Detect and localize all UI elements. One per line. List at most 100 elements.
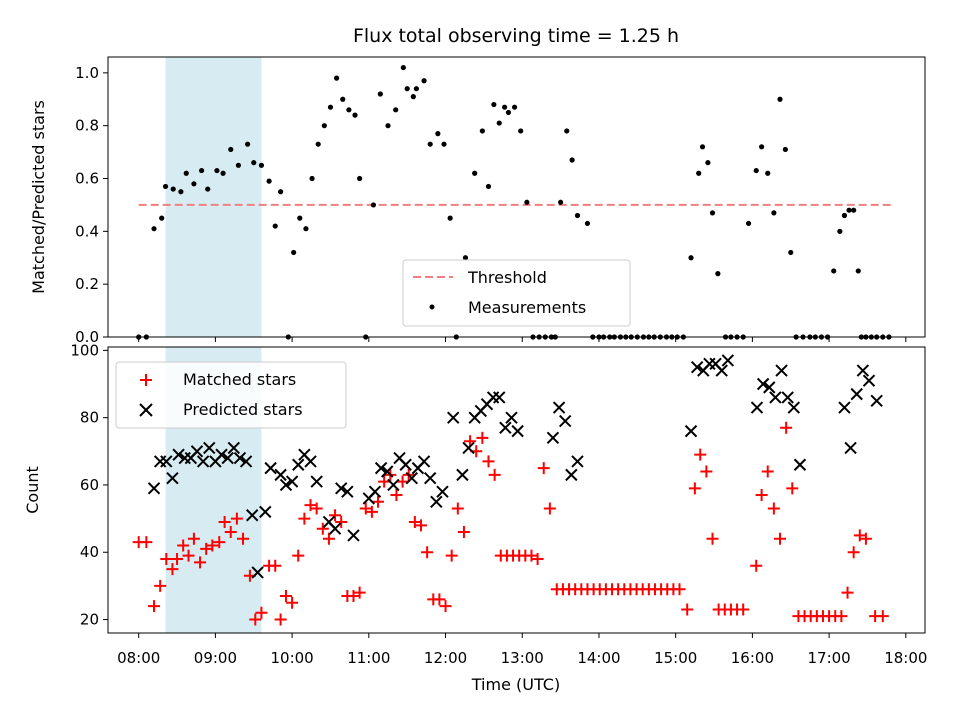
measurement-point	[377, 91, 383, 97]
predicted-point	[190, 445, 204, 458]
matched-point	[421, 546, 434, 559]
x-tick-label: 13:00	[501, 649, 544, 667]
predicted-point	[703, 357, 716, 371]
legend-matched-label: Matched stars	[183, 370, 296, 389]
ratio-y-tick-label: 0.6	[75, 170, 99, 188]
matched-point	[329, 509, 342, 522]
predicted-point	[215, 448, 228, 461]
matched-point	[408, 515, 421, 528]
measurement-point	[699, 144, 706, 150]
matched-point	[396, 475, 409, 488]
count-legend: Matched stars Predicted stars	[115, 361, 347, 429]
measurement-point	[162, 183, 169, 190]
ratio-y-tick-label: 0.8	[75, 117, 99, 135]
ratio-panel: 0.0 0.2 0.4 0.6 0.8 1.0 Matched/Predicted sta…	[29, 56, 926, 346]
measurement-point	[346, 107, 352, 113]
measurement-point	[309, 175, 315, 182]
measurement-point	[505, 109, 512, 116]
legend-measurements-swatch	[429, 304, 435, 310]
count-x-ticks: 08:00 09:00 10:00 11:00 12:00 13:00 14:00 15:00…	[117, 633, 927, 667]
measurement-point	[558, 199, 564, 205]
measurement-point	[777, 96, 783, 102]
matched-point	[298, 512, 311, 525]
matched-point	[140, 536, 153, 549]
predicted-point	[486, 391, 500, 404]
predicted-point	[775, 364, 788, 377]
legend-matched-swatch	[140, 374, 152, 386]
measurement-point	[198, 167, 205, 174]
measurement-point	[855, 268, 861, 274]
measurement-point	[771, 210, 777, 216]
predicted-point	[399, 458, 412, 471]
measurement-point	[170, 186, 176, 192]
predicted-point	[769, 391, 782, 404]
measurement-point	[321, 123, 327, 129]
predicted-point	[259, 505, 272, 519]
predicted-point	[347, 529, 360, 542]
matched-point	[525, 549, 538, 562]
count-legend-box	[115, 361, 347, 429]
measurement-point	[518, 128, 524, 134]
matched-point	[378, 475, 391, 488]
matched-point	[335, 515, 348, 528]
measurement-point	[441, 141, 447, 147]
predicted-point	[430, 495, 443, 508]
figure-title: Flux total observing time = 1.25 h	[353, 25, 679, 47]
matched-point	[767, 502, 780, 515]
measurement-point	[485, 183, 492, 190]
predicted-point	[335, 482, 348, 495]
measurement-point	[370, 202, 377, 208]
measurement-point	[782, 146, 788, 153]
ratio-axes-frame	[107, 56, 926, 338]
x-tick-label: 08:00	[117, 649, 160, 667]
matched-point	[537, 462, 550, 475]
matched-point	[304, 499, 317, 512]
measurement-point	[404, 86, 410, 92]
predicted-point	[417, 455, 431, 468]
measurement-point	[574, 212, 581, 219]
predicted-point	[405, 472, 418, 485]
matched-point	[543, 502, 556, 515]
predicted-point	[166, 472, 179, 485]
count-y-axis-label: Count	[23, 466, 42, 514]
measurement-point	[705, 160, 711, 166]
measurement-point	[688, 255, 694, 261]
matched-point	[200, 542, 213, 555]
predicted-point	[239, 455, 253, 468]
predicted-point	[341, 485, 354, 498]
matched-point	[365, 505, 378, 518]
matched-point	[786, 482, 799, 495]
matched-point	[482, 455, 495, 468]
x-tick-label: 10:00	[270, 649, 313, 667]
predicted-point	[251, 566, 264, 579]
predicted-point	[756, 377, 770, 391]
measurement-point	[421, 78, 427, 84]
legend-predicted-swatch	[139, 403, 153, 417]
predicted-point	[274, 468, 287, 482]
measurement-point	[462, 255, 469, 261]
matched-point	[249, 613, 262, 626]
matched-point	[237, 532, 250, 545]
measurement-point	[151, 226, 157, 232]
measurement-point	[759, 144, 765, 150]
x-tick-label: 16:00	[731, 649, 774, 667]
measurement-point	[278, 189, 284, 195]
predicted-point	[462, 441, 475, 455]
ratio-y-tick-label: 0.0	[75, 328, 99, 346]
measurement-point	[413, 86, 419, 92]
matched-point	[310, 502, 323, 515]
predicted-point	[750, 401, 764, 414]
measurement-point	[315, 141, 321, 147]
predicted-point	[552, 401, 566, 414]
x-tick-label: 12:00	[424, 649, 467, 667]
predicted-point	[423, 472, 437, 485]
measurement-point	[272, 223, 278, 229]
measurement-point	[266, 178, 272, 184]
legend-threshold-label: Threshold	[467, 268, 547, 287]
measurement-point	[435, 131, 441, 137]
measurement-point	[220, 170, 226, 176]
predicted-point	[387, 478, 400, 492]
matched-point	[761, 465, 774, 478]
matched-point	[688, 482, 701, 495]
